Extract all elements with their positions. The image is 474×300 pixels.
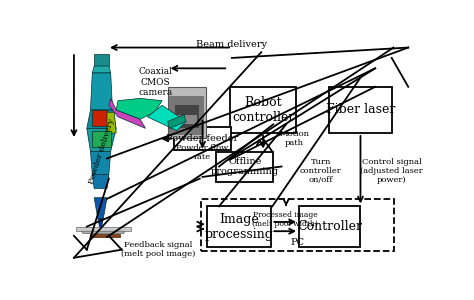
Polygon shape [91, 73, 112, 110]
Text: Robot
controller: Robot controller [232, 96, 294, 124]
Polygon shape [98, 218, 103, 228]
Text: Offline
programming: Offline programming [211, 157, 279, 176]
Polygon shape [91, 233, 120, 237]
Text: Powder flow
rate: Powder flow rate [176, 144, 228, 161]
Polygon shape [87, 128, 116, 152]
Bar [174, 127, 231, 150]
Polygon shape [92, 131, 110, 147]
Bar [299, 206, 360, 247]
Text: Control signal
(adjusted laser
power): Control signal (adjusted laser power) [360, 158, 423, 184]
Bar [216, 152, 273, 182]
Text: Powder feeder: Powder feeder [166, 134, 238, 143]
Bar [201, 199, 393, 251]
Polygon shape [91, 110, 107, 126]
Bar [169, 96, 204, 135]
Polygon shape [168, 115, 186, 128]
Polygon shape [82, 231, 125, 233]
Bar [329, 87, 392, 133]
Polygon shape [107, 112, 116, 133]
Polygon shape [92, 66, 110, 73]
Text: Beam delivery: Beam delivery [196, 40, 267, 49]
Text: Motion
path: Motion path [280, 130, 310, 147]
Text: Coaxial
CMOS
camera: Coaxial CMOS camera [138, 67, 173, 97]
Polygon shape [87, 110, 116, 128]
Text: Image
processing: Image processing [205, 213, 273, 241]
Text: Processed image
(melt pool width): Processed image (melt pool width) [252, 211, 318, 228]
Polygon shape [91, 152, 110, 175]
Polygon shape [94, 198, 107, 218]
Text: PC: PC [290, 238, 304, 247]
Text: Turn
controller
on/off: Turn controller on/off [300, 158, 342, 184]
Polygon shape [116, 98, 162, 119]
Polygon shape [94, 55, 109, 66]
Text: Powder delivery: Powder delivery [87, 118, 116, 185]
Bar [177, 115, 197, 124]
Polygon shape [92, 175, 109, 188]
Polygon shape [76, 226, 131, 231]
Text: Feedback signal
(melt pool image): Feedback signal (melt pool image) [121, 241, 196, 258]
Text: Controller: Controller [297, 220, 362, 233]
Polygon shape [109, 98, 146, 128]
Bar [175, 105, 199, 128]
Polygon shape [147, 105, 186, 131]
Bar [230, 87, 296, 133]
Text: Fiber laser: Fiber laser [326, 103, 395, 116]
Bar [168, 87, 206, 138]
Bar [207, 206, 272, 247]
